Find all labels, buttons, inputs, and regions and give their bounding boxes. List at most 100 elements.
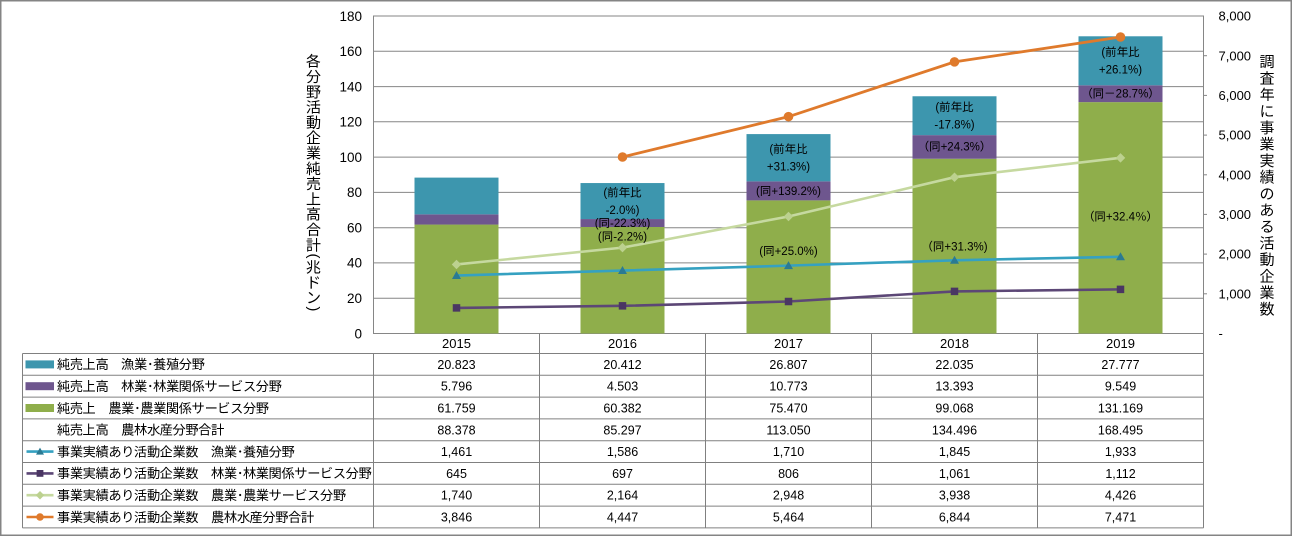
svg-text:3,000: 3,000 <box>1219 207 1252 222</box>
svg-text:13.393: 13.393 <box>935 380 973 394</box>
svg-text:2015: 2015 <box>442 336 471 351</box>
svg-text:（同+31.3%): （同+31.3%) <box>921 241 987 254</box>
svg-text:1,461: 1,461 <box>441 445 472 459</box>
svg-text:131.169: 131.169 <box>1098 402 1143 416</box>
svg-text:1,000: 1,000 <box>1219 286 1252 301</box>
svg-text:事業実績あり活動企業数 林業･林業関係サービス分野: 事業実績あり活動企業数 林業･林業関係サービス分野 <box>57 466 372 481</box>
svg-text:合: 合 <box>306 222 321 239</box>
svg-text:6,000: 6,000 <box>1219 88 1252 103</box>
svg-text:績: 績 <box>1259 170 1274 187</box>
svg-text:7,000: 7,000 <box>1219 48 1252 63</box>
svg-text:純: 純 <box>306 161 321 178</box>
svg-text:20: 20 <box>347 291 362 306</box>
svg-text:ン: ン <box>306 290 321 307</box>
svg-text:事業実績あり活動企業数 農林水産分野合計: 事業実績あり活動企業数 農林水産分野合計 <box>57 510 314 525</box>
svg-text:4,000: 4,000 <box>1219 167 1252 182</box>
svg-text:事: 事 <box>1259 120 1274 137</box>
svg-text:野: 野 <box>306 84 321 101</box>
svg-text:（同+32.4％）: （同+32.4％） <box>1083 211 1158 224</box>
svg-text:(前年比: (前年比 <box>935 101 974 114</box>
svg-text:1,710: 1,710 <box>773 445 804 459</box>
svg-text:20.823: 20.823 <box>437 358 475 372</box>
svg-text:20.412: 20.412 <box>603 358 641 372</box>
svg-text:2,164: 2,164 <box>607 489 638 503</box>
svg-text:2019: 2019 <box>1106 336 1135 351</box>
svg-text:-17.8%): -17.8%) <box>934 120 974 132</box>
svg-text:事業実績あり活動企業数 農業･農業サービス分野: 事業実績あり活動企業数 農業･農業サービス分野 <box>57 488 346 503</box>
svg-text:7,471: 7,471 <box>1105 511 1136 525</box>
svg-text:2,948: 2,948 <box>773 489 804 503</box>
svg-text:+26.1%): +26.1%) <box>1099 65 1142 77</box>
svg-text:純売上高 林業･林業関係サービス分野: 純売上高 林業･林業関係サービス分野 <box>57 379 282 394</box>
svg-text:1,112: 1,112 <box>1105 467 1135 481</box>
svg-text:業: 業 <box>306 146 321 163</box>
svg-text:61.759: 61.759 <box>437 402 475 416</box>
svg-text:5,464: 5,464 <box>773 511 804 525</box>
svg-text:-: - <box>1219 326 1223 341</box>
svg-text:企: 企 <box>1259 269 1274 286</box>
svg-text:分: 分 <box>306 69 321 86</box>
svg-text:る: る <box>1259 219 1274 236</box>
svg-text:10.773: 10.773 <box>769 380 807 394</box>
svg-text:活: 活 <box>1259 236 1274 253</box>
svg-text:純売上高 農林水産分野合計: 純売上高 農林水産分野合計 <box>57 423 224 438</box>
svg-text:高: 高 <box>306 207 321 224</box>
svg-text:806: 806 <box>778 467 799 481</box>
svg-text:調: 調 <box>1259 54 1274 71</box>
svg-text:9.549: 9.549 <box>1105 380 1136 394</box>
svg-text:6,844: 6,844 <box>939 511 970 525</box>
svg-text:動: 動 <box>306 115 321 132</box>
svg-text:1,845: 1,845 <box>939 445 970 459</box>
svg-text:3,846: 3,846 <box>441 511 472 525</box>
svg-text:100: 100 <box>339 150 362 165</box>
svg-text:数: 数 <box>1259 302 1274 319</box>
svg-text:あ: あ <box>1259 203 1274 220</box>
svg-text:75.470: 75.470 <box>769 402 807 416</box>
svg-text:140: 140 <box>339 79 362 94</box>
svg-text:80: 80 <box>347 185 362 200</box>
svg-text:): ) <box>305 306 322 311</box>
svg-text:(前年比: (前年比 <box>1101 46 1140 59</box>
svg-text:1,933: 1,933 <box>1105 445 1136 459</box>
svg-text:-2.0%): -2.0%) <box>606 205 640 217</box>
svg-text:22.035: 22.035 <box>935 358 973 372</box>
svg-text:業: 業 <box>1259 285 1274 302</box>
svg-text:4.503: 4.503 <box>607 380 638 394</box>
svg-text:8,000: 8,000 <box>1219 9 1252 24</box>
svg-text:645: 645 <box>446 467 467 481</box>
svg-text:(: ( <box>305 254 322 259</box>
svg-text:の: の <box>1259 186 1274 203</box>
svg-text:4,426: 4,426 <box>1105 489 1136 503</box>
svg-text:4,447: 4,447 <box>607 511 638 525</box>
svg-text:85.297: 85.297 <box>603 423 641 437</box>
svg-text:(同+139.2%): (同+139.2%) <box>756 186 821 198</box>
svg-text:（同－28.7%）: （同－28.7%） <box>1081 88 1160 101</box>
svg-text:60: 60 <box>347 220 362 235</box>
svg-text:企: 企 <box>306 130 321 147</box>
svg-text:（同+24.3%）: （同+24.3%） <box>918 140 992 153</box>
svg-text:697: 697 <box>612 467 633 481</box>
svg-text:各: 各 <box>306 54 321 71</box>
svg-text:1,740: 1,740 <box>441 489 472 503</box>
svg-text:純売上高 漁業･養殖分野: 純売上高 漁業･養殖分野 <box>57 357 205 372</box>
svg-text:99.068: 99.068 <box>935 402 973 416</box>
svg-text:業: 業 <box>1259 137 1274 154</box>
svg-text:5.796: 5.796 <box>441 380 472 394</box>
svg-text:0: 0 <box>354 326 362 341</box>
svg-text:計: 計 <box>306 237 322 254</box>
svg-text:兆: 兆 <box>306 260 321 277</box>
svg-text:120: 120 <box>339 115 362 130</box>
svg-text:査: 査 <box>1259 71 1275 88</box>
svg-text:40: 40 <box>347 256 362 271</box>
svg-text:活: 活 <box>306 100 321 117</box>
svg-text:27.777: 27.777 <box>1101 358 1139 372</box>
svg-text:(同+25.0%): (同+25.0%) <box>759 246 818 258</box>
svg-text:2017: 2017 <box>774 336 803 351</box>
svg-text:(前年比: (前年比 <box>769 143 808 156</box>
svg-text:動: 動 <box>1259 252 1274 269</box>
svg-text:2,000: 2,000 <box>1219 247 1252 262</box>
svg-text:+31.3%): +31.3%) <box>767 162 810 174</box>
svg-text:年: 年 <box>1259 87 1274 104</box>
svg-text:88.378: 88.378 <box>437 423 475 437</box>
svg-text:2018: 2018 <box>940 336 969 351</box>
